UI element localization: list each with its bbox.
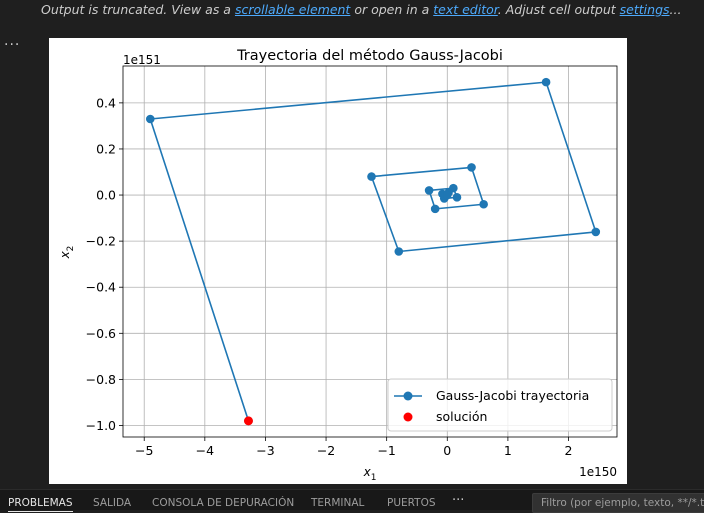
chart-title: Trayectoria del método Gauss-Jacobi — [236, 48, 503, 64]
y-tick-label: −0.4 — [86, 280, 116, 295]
x-tick-label: 2 — [565, 443, 573, 458]
y-tick-label: 0.2 — [96, 141, 116, 156]
y-axis-label-base: x — [58, 250, 72, 259]
trajectory-point — [467, 163, 476, 172]
x-offset-text: 1e150 — [579, 465, 617, 479]
filter-input[interactable]: Filtro (por ejemplo, texto, **/*.t — [532, 493, 704, 513]
x-axis-label-sub: 1 — [371, 473, 377, 483]
tab-consola-depuracion[interactable]: CONSOLA DE DEPURACIÓN — [152, 497, 295, 509]
y-tick-label: −0.6 — [86, 326, 116, 341]
truncation-middle: or open in a — [350, 2, 434, 17]
trajectory-chart: −5 −4 −3 −2 −1 0 1 2 0.4 0.2 0.0 −0.2 −0.4 −0.6 −0.8 −1… — [58, 48, 618, 483]
y-tick-label: −0.8 — [86, 372, 116, 387]
trajectory-point — [145, 114, 155, 124]
output-truncation-notice: Output is truncated. View as a scrollabl… — [0, 0, 704, 22]
grid-lines — [123, 66, 617, 437]
y-tick-label: −1.0 — [86, 418, 116, 433]
x-tick-label: −1 — [377, 443, 395, 458]
trajectory-point — [430, 204, 440, 214]
trajectory-point — [394, 247, 404, 256]
x-tick-label: 0 — [443, 443, 451, 458]
settings-link[interactable]: settings — [619, 2, 670, 17]
truncation-message: Output is truncated. View as a scrollabl… — [41, 2, 681, 17]
tab-problemas[interactable]: PROBLEMAS — [8, 497, 73, 512]
axes-frame — [122, 65, 618, 438]
y-tick-label: 0.0 — [96, 188, 116, 203]
tab-salida[interactable]: SALIDA — [93, 497, 132, 509]
x-tick-label: −2 — [317, 443, 335, 458]
truncation-end: ... — [669, 2, 682, 17]
trajectory-point — [479, 199, 488, 209]
cell-output-menu-icon[interactable]: ... — [4, 33, 21, 49]
more-actions-icon[interactable]: ··· — [452, 493, 465, 508]
trajectory-point — [541, 77, 551, 87]
series-layer — [145, 77, 601, 426]
tab-puertos[interactable]: PUERTOS — [387, 497, 436, 509]
bottom-panel-bar: PROBLEMAS SALIDA CONSOLA DE DEPURACIÓN T… — [0, 489, 704, 513]
x-tick-label: 1 — [504, 443, 512, 458]
y-axis-label: x2 — [58, 246, 76, 260]
x-axis-label-base: x — [363, 465, 372, 479]
legend-marker-solucion — [403, 412, 413, 422]
legend-box — [387, 378, 613, 432]
x-tick-label: −5 — [135, 443, 153, 458]
matplotlib-figure: −5 −4 −3 −2 −1 0 1 2 0.4 0.2 0.0 −0.2 −0.4 −0.6 −0.8 −1… — [49, 38, 627, 484]
trajectory-point — [442, 190, 452, 200]
legend-label-solucion: solución — [436, 409, 487, 424]
trajectory-point — [424, 186, 434, 195]
y-offset-text: 1e151 — [123, 53, 161, 67]
solution-point — [243, 416, 253, 426]
legend: Gauss-Jacobi trayectoria solución — [387, 378, 613, 432]
scrollable-element-link[interactable]: scrollable element — [234, 2, 351, 17]
trajectory-point — [591, 227, 601, 237]
truncation-suffix: . Adjust cell output — [497, 2, 620, 17]
trajectory-point — [367, 172, 376, 181]
tab-terminal[interactable]: TERMINAL — [311, 497, 365, 509]
y-axis-label-sub: 2 — [66, 246, 76, 252]
x-axis-label: x1 — [363, 465, 377, 483]
plot-area — [123, 66, 617, 437]
legend-marker-trajectory — [403, 391, 413, 401]
x-tick-label: −3 — [256, 443, 274, 458]
legend-label-trajectory: Gauss-Jacobi trayectoria — [436, 388, 589, 403]
x-tick-label: −4 — [196, 443, 214, 458]
ticks-layer: −5 −4 −3 −2 −1 0 1 2 0.4 0.2 0.0 −0.2 −0.4 −0.6 −0.8 −1… — [86, 95, 573, 458]
y-tick-label: −0.2 — [86, 234, 116, 249]
y-tick-label: 0.4 — [96, 95, 116, 110]
truncation-prefix: Output is truncated. View as a — [41, 2, 235, 17]
text-editor-link[interactable]: text editor — [433, 2, 498, 17]
trajectory-point — [452, 193, 462, 202]
